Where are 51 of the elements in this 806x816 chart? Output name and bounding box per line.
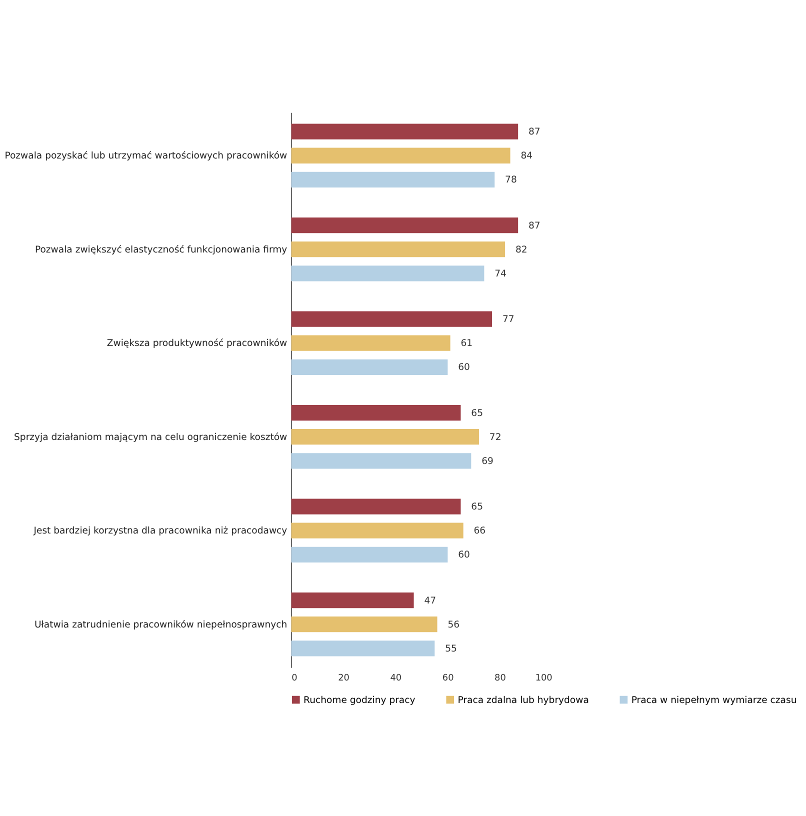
data-label: 47 bbox=[424, 595, 436, 606]
x-tick-label: 20 bbox=[338, 674, 350, 684]
y-tick-label: Zwiększa produktywność pracowników bbox=[106, 338, 288, 350]
y-tick-label: Pozwala pozyskać lub utrzymać wartościowych pracowników bbox=[4, 150, 288, 162]
y-tick-label: Sprzyja działaniom mającym na celu ograniczenie kosztów bbox=[14, 432, 288, 443]
bar bbox=[291, 498, 461, 514]
data-label: 74 bbox=[494, 268, 507, 280]
y-tick-label: Jest bardziej korzystna dla pracownika niż pracodawcy bbox=[32, 526, 288, 537]
data-label: 65 bbox=[471, 502, 484, 513]
bar bbox=[291, 242, 506, 258]
bar bbox=[291, 217, 518, 234]
data-label: 87 bbox=[528, 220, 540, 232]
bar bbox=[291, 522, 464, 538]
data-label: 72 bbox=[489, 432, 502, 443]
data-label: 66 bbox=[474, 526, 486, 537]
bar bbox=[291, 124, 518, 140]
bar bbox=[291, 616, 438, 632]
bar bbox=[291, 359, 448, 375]
data-label: 56 bbox=[448, 619, 460, 630]
y-tick-label: Pozwala zwiększyć elastyczność funkcjonowania firmy bbox=[34, 244, 288, 256]
legend-label: Praca w niepełnym wymiarze czasu bbox=[631, 694, 797, 706]
x-tick-label: 40 bbox=[390, 674, 402, 684]
data-label: 60 bbox=[458, 550, 470, 561]
bar bbox=[291, 453, 472, 469]
bar bbox=[291, 148, 510, 164]
data-label: 55 bbox=[445, 643, 458, 654]
data-label: 65 bbox=[471, 408, 484, 419]
legend-label: Praca zdalna lub hybrydowa bbox=[458, 694, 589, 706]
x-tick-label: 80 bbox=[494, 674, 506, 684]
bar bbox=[291, 311, 492, 327]
data-label: 69 bbox=[482, 456, 494, 467]
bar bbox=[291, 592, 414, 608]
bar bbox=[291, 335, 450, 351]
y-tick-label: Ułatwia zatrudnienie pracowników niepełnosprawnych bbox=[34, 619, 288, 630]
legend-label: Ruchome godziny pracy bbox=[304, 694, 416, 706]
x-tick-label: 100 bbox=[535, 674, 553, 684]
data-label: 87 bbox=[528, 126, 540, 138]
data-label: 78 bbox=[505, 174, 517, 186]
bar bbox=[291, 640, 435, 656]
bar bbox=[291, 404, 461, 421]
data-label: 61 bbox=[460, 338, 473, 350]
data-label: 82 bbox=[515, 244, 528, 256]
x-tick-label: 60 bbox=[442, 674, 454, 684]
x-tick-label: 0 bbox=[292, 674, 298, 684]
bar bbox=[291, 172, 495, 188]
bar bbox=[291, 429, 479, 445]
bar bbox=[291, 266, 484, 282]
data-label: 60 bbox=[458, 362, 470, 374]
data-label: 84 bbox=[520, 150, 533, 162]
data-label: 77 bbox=[502, 314, 514, 326]
bar bbox=[291, 546, 448, 562]
